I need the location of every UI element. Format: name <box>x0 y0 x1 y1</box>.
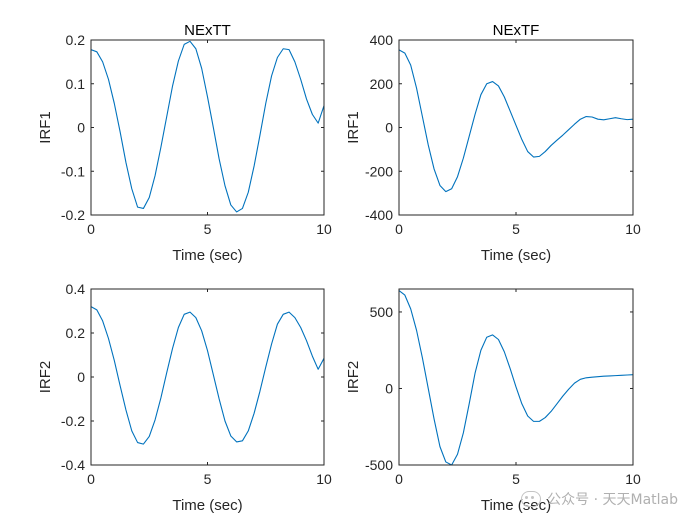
y-tick-label: 0.1 <box>66 76 86 92</box>
chart-title: NExTT <box>184 22 231 39</box>
y-tick-label: -200 <box>365 163 393 179</box>
series-line <box>91 306 324 445</box>
x-axis-label: Time (sec) <box>172 247 242 264</box>
x-tick-label: 0 <box>87 221 95 237</box>
y-tick-label: 0.4 <box>66 281 86 297</box>
y-tick-label: 0 <box>77 369 85 385</box>
x-tick-label: 0 <box>395 221 403 237</box>
y-tick-label: 0 <box>385 120 393 136</box>
x-tick-label: 0 <box>395 471 403 487</box>
chart-title: NExTF <box>493 22 540 39</box>
y-tick-label: -0.4 <box>61 457 85 473</box>
x-tick-label: 10 <box>316 221 332 237</box>
x-tick-label: 5 <box>512 221 520 237</box>
x-tick-label: 10 <box>316 471 332 487</box>
series-line <box>399 49 633 193</box>
x-tick-label: 10 <box>625 471 641 487</box>
chart-panel-3: 0 5 10 -0.4 -0.2 0 0.2 0.4 Time (sec) IRF2 <box>37 281 332 514</box>
plot-area <box>91 40 324 215</box>
series-line <box>399 290 633 465</box>
y-tick-label: -0.2 <box>61 207 85 223</box>
y-tick-label: 0.2 <box>66 325 86 341</box>
y-tick-label: -0.2 <box>61 413 85 429</box>
y-axis-label: IRF1 <box>37 111 54 144</box>
x-tick-label: 5 <box>204 471 212 487</box>
x-axis-label: Time (sec) <box>172 497 242 514</box>
y-axis-label: IRF2 <box>37 361 54 394</box>
x-tick-label: 0 <box>87 471 95 487</box>
plot-area <box>399 40 633 215</box>
chart-panel-2: 0 5 10 -400 -200 0 200 400 Time (sec) IRF1 NExTF <box>345 22 641 264</box>
y-axis-label: IRF2 <box>345 361 362 394</box>
y-tick-label: 400 <box>370 32 394 48</box>
y-tick-label: 200 <box>370 76 394 92</box>
plot-area <box>91 289 324 465</box>
chart-panel-1: 0 5 10 -0.2 -0.1 0 0.1 0.2 Time (sec) IRF1 NExTT <box>37 22 332 264</box>
watermark-text: 公众号 · 天天Matlab <box>547 492 678 508</box>
y-tick-label: -0.1 <box>61 163 85 179</box>
series-line <box>91 40 324 213</box>
x-axis-label: Time (sec) <box>481 247 551 264</box>
y-tick-label: 500 <box>370 304 394 320</box>
y-tick-label: -500 <box>365 457 393 473</box>
y-tick-label: -400 <box>365 207 393 223</box>
x-tick-label: 5 <box>512 471 520 487</box>
y-tick-label: 0 <box>385 380 393 396</box>
x-tick-label: 10 <box>625 221 641 237</box>
y-tick-label: 0 <box>77 120 85 136</box>
x-tick-label: 5 <box>204 221 212 237</box>
y-axis-label: IRF1 <box>345 111 362 144</box>
wechat-icon <box>521 491 542 507</box>
y-tick-label: 0.2 <box>66 32 86 48</box>
watermark: 公众号 · 天天Matlab <box>521 489 678 509</box>
